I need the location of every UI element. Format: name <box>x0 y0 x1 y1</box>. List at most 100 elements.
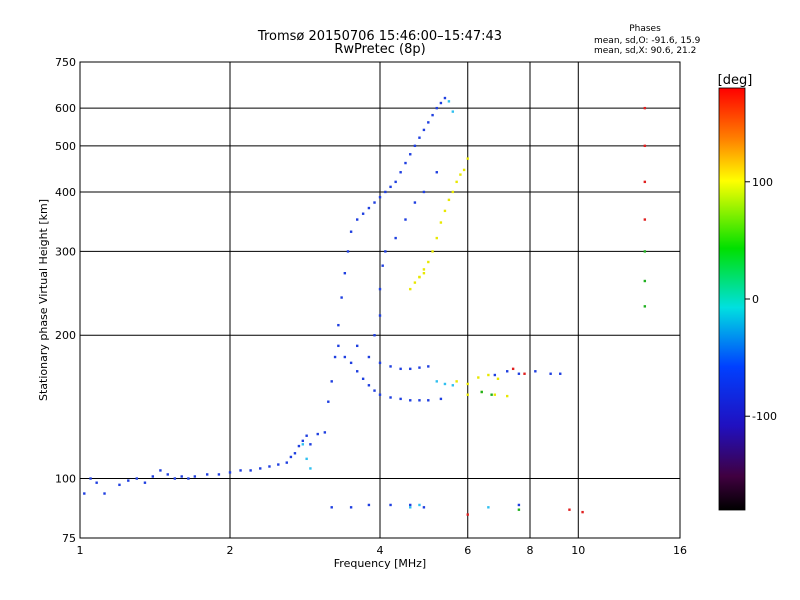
data-point <box>399 397 402 401</box>
data-point <box>443 209 447 213</box>
data-point <box>409 503 412 507</box>
data-point <box>89 477 92 480</box>
x-tick-label: 2 <box>227 544 234 557</box>
data-point <box>466 513 469 516</box>
data-point <box>534 370 537 373</box>
data-point <box>399 171 402 174</box>
data-point <box>118 483 121 487</box>
data-point <box>435 236 438 240</box>
data-point <box>493 393 497 396</box>
data-point <box>173 477 177 480</box>
data-point <box>413 281 417 284</box>
x-tick-label: 8 <box>527 544 534 557</box>
data-point <box>435 106 438 110</box>
data-point <box>327 400 330 403</box>
data-point <box>389 185 392 189</box>
axis-ticks: 1 2 4 6 8 10 16 75 100 200 300 400 500 600 750 <box>55 56 687 557</box>
data-point <box>367 384 371 387</box>
y-tick-label: 200 <box>55 329 76 342</box>
data-point <box>239 469 242 472</box>
data-point <box>228 471 232 474</box>
data-point <box>343 355 347 359</box>
colorbar-label: [deg] <box>718 73 753 88</box>
data-point <box>277 463 280 466</box>
phases-o-stats: mean, sd,O: -91.6, 15.9 <box>594 36 701 46</box>
data-point <box>409 153 412 156</box>
data-point <box>427 121 430 124</box>
data-point <box>435 380 438 383</box>
data-point <box>316 432 319 436</box>
data-point <box>373 389 376 392</box>
data-point <box>346 250 350 253</box>
data-point <box>431 250 434 253</box>
x-tick-label: 1 <box>77 544 84 557</box>
data-point <box>409 399 412 402</box>
data-point <box>447 198 451 202</box>
data-point <box>447 100 451 103</box>
data-point <box>127 479 130 482</box>
data-point <box>517 503 521 507</box>
data-point <box>422 506 426 509</box>
data-point <box>409 506 412 509</box>
data-point <box>305 434 308 437</box>
x-axis-label: Frequency [MHz] <box>334 557 426 570</box>
chart-subtitle: RwPretec (8p) <box>334 42 425 57</box>
data-point <box>466 393 469 396</box>
data-point <box>349 230 353 233</box>
data-point <box>409 367 412 371</box>
data-point <box>373 201 376 204</box>
data-point <box>418 136 421 139</box>
data-point <box>83 492 86 495</box>
data-point <box>422 190 426 194</box>
data-points <box>83 96 647 516</box>
data-point <box>404 218 407 221</box>
y-tick-label: 75 <box>62 532 76 545</box>
y-tick-label: 750 <box>55 56 76 69</box>
data-point <box>643 305 647 308</box>
data-point <box>384 190 387 194</box>
colorbar-tick-label: 100 <box>752 176 773 189</box>
data-point <box>517 508 521 511</box>
data-point <box>180 475 183 478</box>
x-tick-label: 10 <box>571 544 585 557</box>
data-point <box>367 503 371 507</box>
data-point <box>422 268 426 271</box>
data-point <box>205 473 209 476</box>
data-point <box>459 173 462 176</box>
data-point <box>462 168 466 172</box>
data-point <box>394 236 397 240</box>
data-point <box>409 287 412 291</box>
data-point <box>305 457 308 461</box>
data-point <box>418 275 421 279</box>
data-point <box>487 506 490 509</box>
data-point <box>367 206 371 210</box>
grid-lines <box>80 62 680 538</box>
data-point <box>289 455 293 459</box>
data-point <box>581 510 584 514</box>
data-point <box>477 376 480 379</box>
data-point <box>337 323 340 327</box>
colorbar <box>718 87 746 511</box>
data-point <box>568 508 571 511</box>
data-point <box>343 272 347 275</box>
data-point <box>301 443 305 446</box>
data-point <box>490 393 493 396</box>
y-tick-label: 300 <box>55 245 76 258</box>
data-point <box>643 279 647 283</box>
data-point <box>422 272 426 275</box>
phases-heading: Phases <box>629 24 661 34</box>
data-point <box>187 477 190 480</box>
data-point <box>151 475 155 478</box>
y-tick-label: 100 <box>55 473 76 486</box>
x-tick-label: 4 <box>377 544 384 557</box>
data-point <box>480 390 483 394</box>
data-point <box>435 171 438 174</box>
data-point <box>404 161 407 165</box>
data-point <box>451 190 455 194</box>
data-point <box>399 367 402 371</box>
data-point <box>355 370 359 373</box>
data-point <box>217 473 221 476</box>
data-point <box>367 355 371 359</box>
data-point <box>466 382 469 386</box>
data-point <box>389 365 392 368</box>
